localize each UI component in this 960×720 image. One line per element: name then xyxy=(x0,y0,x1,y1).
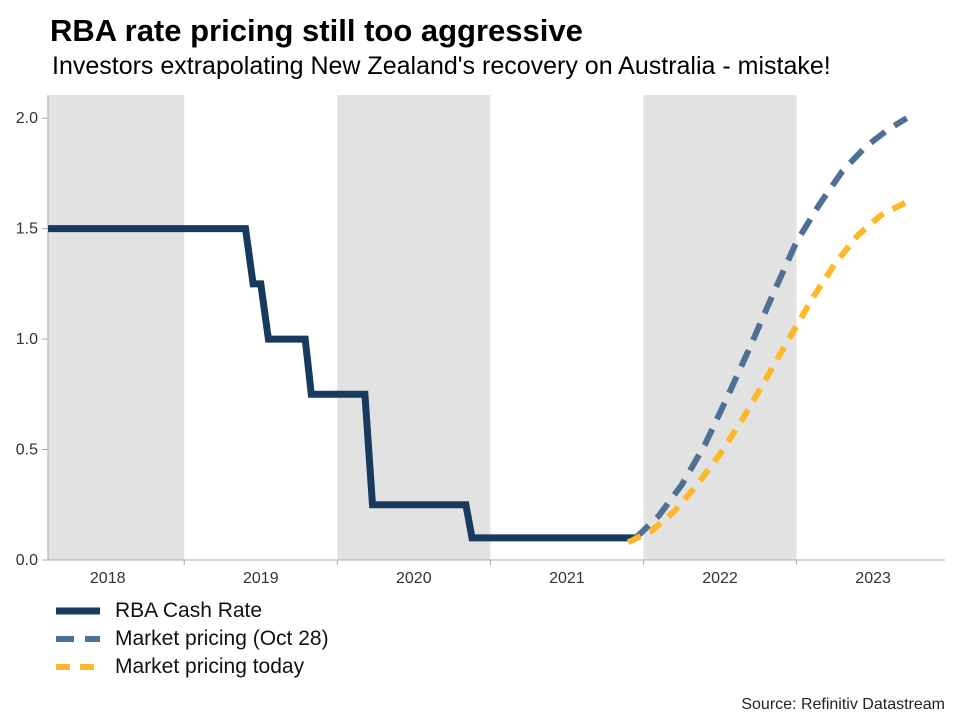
x-tick-label: 2022 xyxy=(702,570,738,587)
y-tick-label: 1.0 xyxy=(16,331,38,348)
legend-item-market-pricing-oct-28: Market pricing (Oct 28) xyxy=(55,625,960,653)
series-line-2 xyxy=(626,199,909,545)
chart-subtitle: Investors extrapolating New Zealand's re… xyxy=(52,52,831,81)
legend-item-market-pricing-today: Market pricing today xyxy=(55,653,960,681)
legend-label-market-pricing-today: Market pricing today xyxy=(115,654,305,678)
series-line-0 xyxy=(48,224,636,542)
series-line-1 xyxy=(633,115,909,540)
legend-swatch-dashed-blue-line xyxy=(56,635,100,642)
legend-item-rba-cash-rate: RBA Cash Rate xyxy=(55,597,960,625)
legend: RBA Cash Rate Market pricing (Oct 28) Ma… xyxy=(55,597,960,681)
x-tick-label: 2021 xyxy=(549,570,585,587)
legend-label-rba-cash-rate: RBA Cash Rate xyxy=(115,598,263,622)
x-tick-label: 2020 xyxy=(396,570,432,587)
y-tick-label: 0.0 xyxy=(16,552,38,569)
y-tick-label: 1.5 xyxy=(16,220,38,237)
source-note: Source: Refinitiv Datastream xyxy=(741,696,945,713)
x-tick-label: 2023 xyxy=(855,570,891,587)
x-tick-label: 2019 xyxy=(243,570,279,587)
year-shading-band xyxy=(48,94,185,560)
chart-plot-area: 0.0 0.5 1.0 1.5 2.0 2018 2019 2020 2021 2022 2023 xyxy=(16,94,945,587)
legend-swatch-solid-line xyxy=(56,607,100,615)
y-tick-label: 2.0 xyxy=(16,110,38,127)
legend-swatch-dashed-yellow-line xyxy=(56,663,100,670)
year-shading-band xyxy=(337,94,491,560)
x-tick-label: 2018 xyxy=(90,570,126,587)
legend-label-market-pricing-oct-28: Market pricing (Oct 28) xyxy=(115,626,329,650)
year-shading-band xyxy=(643,94,797,560)
y-tick-label: 0.5 xyxy=(16,441,38,458)
chart-title: RBA rate pricing still too aggressive xyxy=(50,13,583,48)
